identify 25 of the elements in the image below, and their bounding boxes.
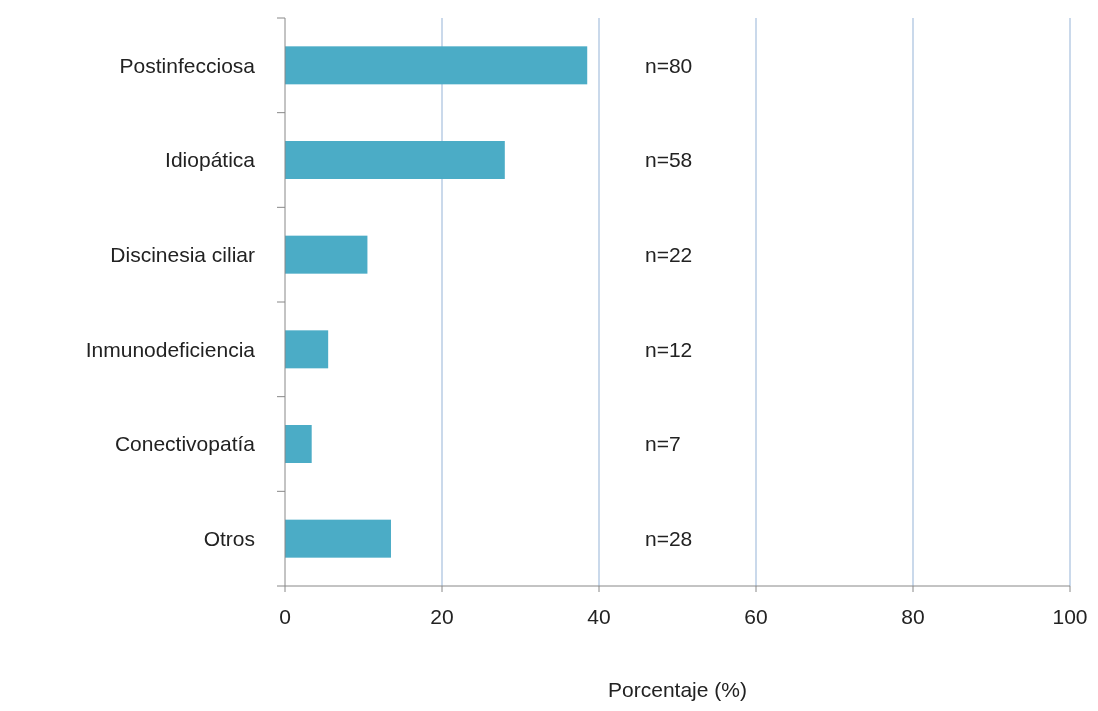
x-axis-title: Porcentaje (%) — [608, 678, 747, 701]
x-tick-label: 100 — [1052, 605, 1088, 628]
x-tick-label: 80 — [901, 605, 925, 628]
x-tick-label: 60 — [744, 605, 768, 628]
bar — [285, 141, 505, 179]
y-tick-label: Otros — [203, 527, 255, 551]
annotation: n=12 — [645, 337, 693, 361]
y-tick-label: Discinesia ciliar — [110, 243, 256, 267]
y-tick-label: Conectivopatía — [114, 432, 256, 456]
x-tick-label: 20 — [430, 605, 454, 628]
x-tick-label: 0 — [279, 605, 291, 628]
bar — [285, 46, 588, 85]
y-tick-label: Postinfecciosa — [119, 53, 256, 77]
annotation: n=28 — [645, 527, 693, 551]
bar — [285, 425, 312, 463]
annotation: n=7 — [645, 432, 681, 456]
bar — [285, 330, 329, 369]
bar — [285, 235, 368, 274]
annotation: n=58 — [645, 148, 693, 172]
annotation: n=22 — [645, 243, 693, 267]
x-tick-label: 40 — [587, 605, 611, 628]
annotation: n=80 — [645, 53, 693, 77]
bar — [285, 519, 391, 558]
y-tick-label: Inmunodeficiencia — [85, 337, 256, 361]
y-tick-label: Idiopática — [165, 148, 256, 172]
